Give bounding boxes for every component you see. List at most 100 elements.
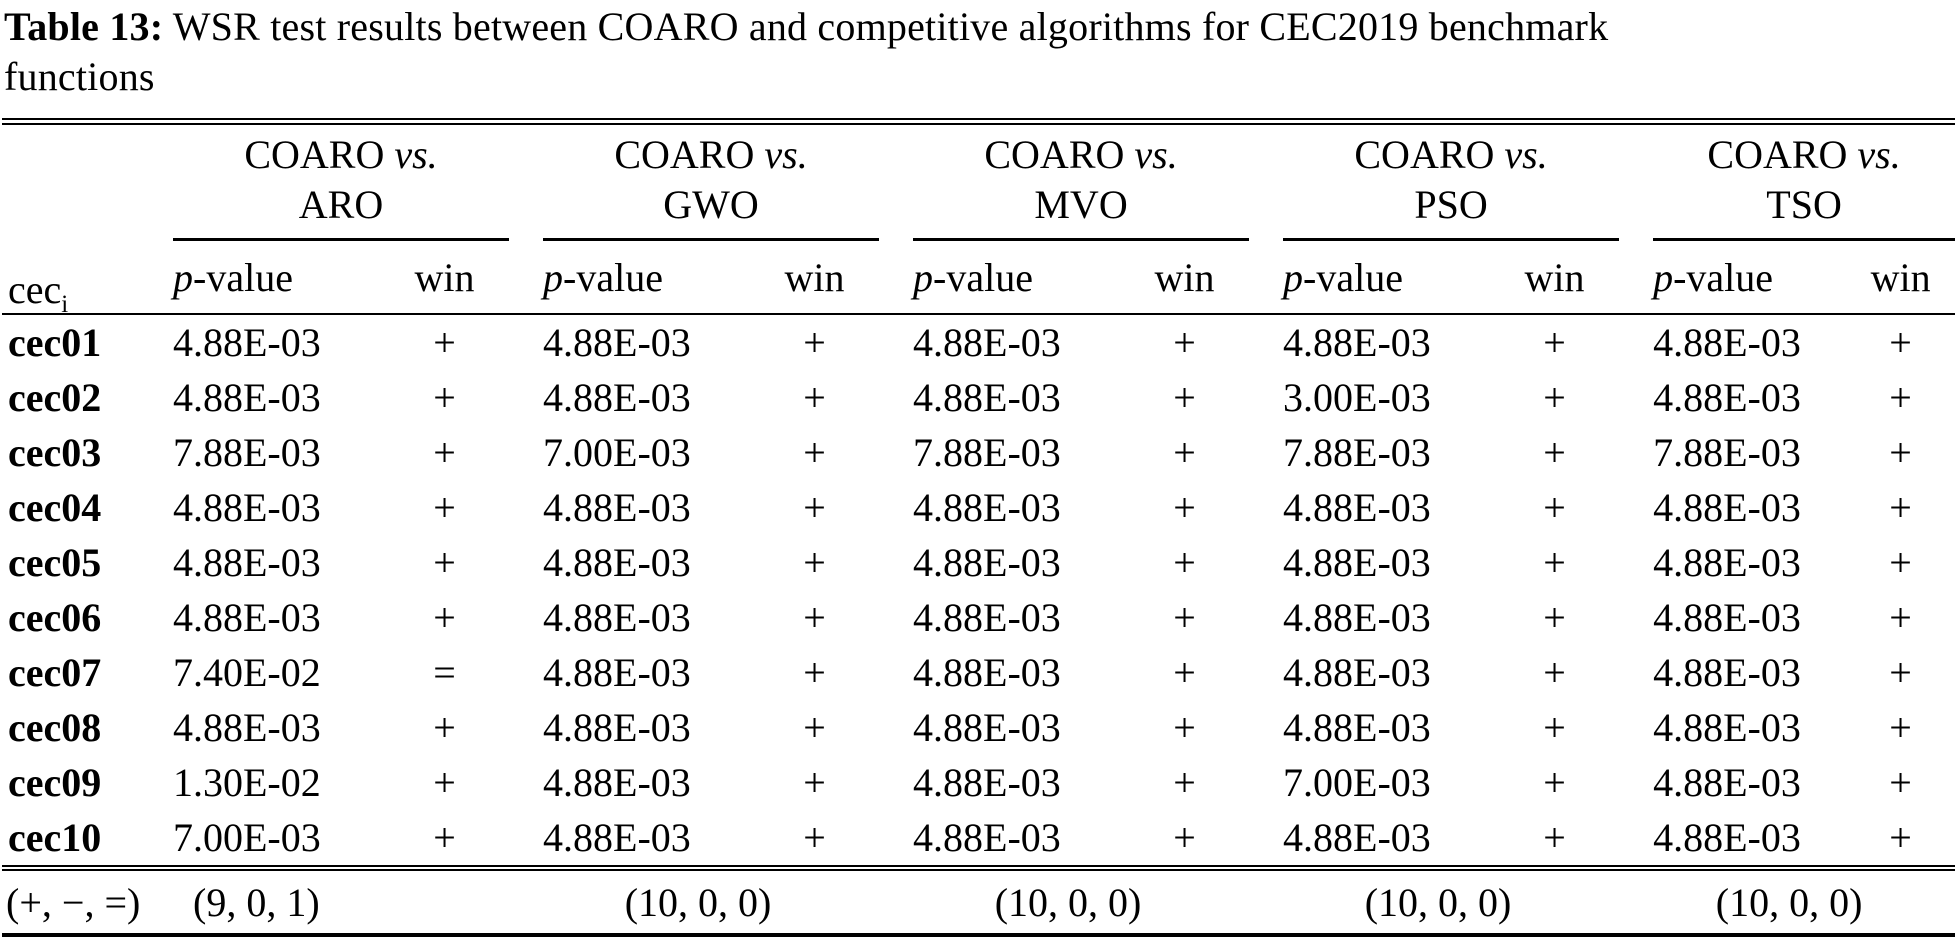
p-value-cell: 4.88E-03 [543, 705, 691, 750]
p-value-cell: 4.88E-03 [1653, 815, 1801, 860]
win-cell: + [433, 485, 456, 530]
win-cell: + [1173, 760, 1196, 805]
p-value-header: p-value [143, 241, 376, 315]
win-cell: + [433, 430, 456, 475]
row-label: cec09 [8, 760, 102, 805]
row-label: cec01 [8, 320, 102, 365]
p-value-cell: 4.88E-03 [1653, 650, 1801, 695]
win-cell: + [803, 705, 826, 750]
win-cell: = [433, 650, 456, 695]
p-value-cell: 7.00E-03 [1283, 760, 1431, 805]
win-header: win [376, 241, 514, 315]
p-value-cell: 4.88E-03 [1283, 705, 1431, 750]
win-cell: + [1173, 540, 1196, 585]
win-cell: + [1889, 815, 1912, 860]
win-cell: + [1543, 430, 1566, 475]
group-header-gwo-line2: GWO [663, 182, 759, 227]
p-value-cell: 4.88E-03 [173, 485, 321, 530]
summary-label: (+, −, =) [2, 865, 143, 937]
win-cell: + [803, 595, 826, 640]
table-row: cec10 7.00E-03 +4.88E-03 +4.88E-03 +4.88E-03… [2, 810, 1955, 868]
group-header-row: ceci COARO vs. ARO COARO vs. GWO COARO v [2, 121, 1955, 317]
win-cell: + [433, 540, 456, 585]
table-caption: Table 13: WSR test results between COARO… [2, 2, 1955, 102]
table-caption-text-line1: WSR test results between COARO and compe… [163, 4, 1609, 49]
summary-value-gwo: (10, 0, 0) [513, 865, 884, 937]
p-value-cell: 4.88E-03 [913, 595, 1061, 640]
table-caption-number: Table 13: [4, 4, 164, 49]
win-cell: + [433, 815, 456, 860]
p-value-cell: 7.88E-03 [1283, 430, 1431, 475]
p-value-cell: 4.88E-03 [1653, 320, 1801, 365]
p-value-header: p-value [513, 241, 747, 315]
p-value-cell: 4.88E-03 [913, 485, 1061, 530]
p-value-cell: 4.88E-03 [1283, 540, 1431, 585]
summary-value-mvo: (10, 0, 0) [883, 865, 1254, 937]
p-value-cell: 4.88E-03 [173, 595, 321, 640]
p-value-cell: 4.88E-03 [173, 540, 321, 585]
win-header: win [1116, 241, 1254, 315]
win-cell: + [1173, 815, 1196, 860]
win-cell: + [803, 650, 826, 695]
p-value-cell: 4.88E-03 [913, 375, 1061, 420]
win-cell: + [1543, 705, 1566, 750]
p-value-cell: 4.88E-03 [1653, 760, 1801, 805]
p-value-cell: 7.00E-03 [173, 815, 321, 860]
row-label: cec06 [8, 595, 102, 640]
p-value-cell: 4.88E-03 [543, 760, 691, 805]
summary-value-tso: (10, 0, 0) [1623, 865, 1955, 937]
win-cell: + [803, 485, 826, 530]
win-cell: + [433, 320, 456, 365]
group-header-mvo-line1: COARO vs. [984, 132, 1178, 177]
p-value-cell: 4.88E-03 [543, 540, 691, 585]
table-row: cec03 7.88E-03 +7.00E-03 +7.88E-03 +7.88E-03… [2, 425, 1955, 480]
p-value-cell: 4.88E-03 [913, 650, 1061, 695]
win-cell: + [1543, 485, 1566, 530]
p-value-header: p-value [883, 241, 1117, 315]
group-header-aro-rule: COARO vs. ARO [173, 130, 510, 241]
table-row: cec04 4.88E-03 +4.88E-03 +4.88E-03 +4.88E-03… [2, 480, 1955, 535]
row-label: cec08 [8, 705, 102, 750]
win-cell: + [1889, 485, 1912, 530]
group-header-tso-line1: COARO vs. [1707, 132, 1901, 177]
p-value-cell: 3.00E-03 [1283, 375, 1431, 420]
win-cell: + [1889, 760, 1912, 805]
win-cell: + [1889, 320, 1912, 365]
table-row: cec02 4.88E-03 +4.88E-03 +4.88E-03 +3.00E-03… [2, 370, 1955, 425]
group-header-gwo: COARO vs. GWO [513, 122, 883, 241]
table-row: cec05 4.88E-03 +4.88E-03 +4.88E-03 +4.88E-03… [2, 535, 1955, 590]
p-value-cell: 7.88E-03 [913, 430, 1061, 475]
group-header-pso-rule: COARO vs. PSO [1283, 130, 1620, 241]
group-header-pso-line2: PSO [1414, 182, 1488, 227]
row-label: cec05 [8, 540, 102, 585]
win-cell: + [1173, 595, 1196, 640]
win-cell: + [803, 815, 826, 860]
row-label: cec07 [8, 650, 102, 695]
p-value-cell: 4.88E-03 [1653, 595, 1801, 640]
win-cell: + [1543, 815, 1566, 860]
p-value-cell: 4.88E-03 [1283, 650, 1431, 695]
group-header-aro: COARO vs. ARO [143, 122, 513, 241]
win-cell: + [803, 375, 826, 420]
group-header-tso-line2: TSO [1766, 182, 1842, 227]
p-value-cell: 4.88E-03 [1283, 485, 1431, 530]
win-cell: + [1173, 705, 1196, 750]
table-caption-text-line2: functions [4, 54, 155, 99]
win-cell: + [1543, 650, 1566, 695]
p-value-cell: 7.88E-03 [1653, 430, 1801, 475]
table-body: cec01 4.88E-03 +4.88E-03 +4.88E-03 +4.88E-03… [2, 314, 1955, 868]
p-value-cell: 4.88E-03 [173, 705, 321, 750]
win-header: win [1846, 241, 1955, 315]
row-label: cec03 [8, 430, 102, 475]
win-cell: + [1543, 595, 1566, 640]
group-header-gwo-line1: COARO vs. [614, 132, 808, 177]
win-cell: + [803, 760, 826, 805]
group-header-tso: COARO vs. TSO [1623, 122, 1955, 241]
win-cell: + [1889, 595, 1912, 640]
group-header-mvo-rule: COARO vs. MVO [913, 130, 1250, 241]
p-value-cell: 4.88E-03 [173, 375, 321, 420]
win-cell: + [1173, 430, 1196, 475]
p-value-cell: 1.30E-02 [173, 760, 321, 805]
p-value-cell: 4.88E-03 [543, 485, 691, 530]
